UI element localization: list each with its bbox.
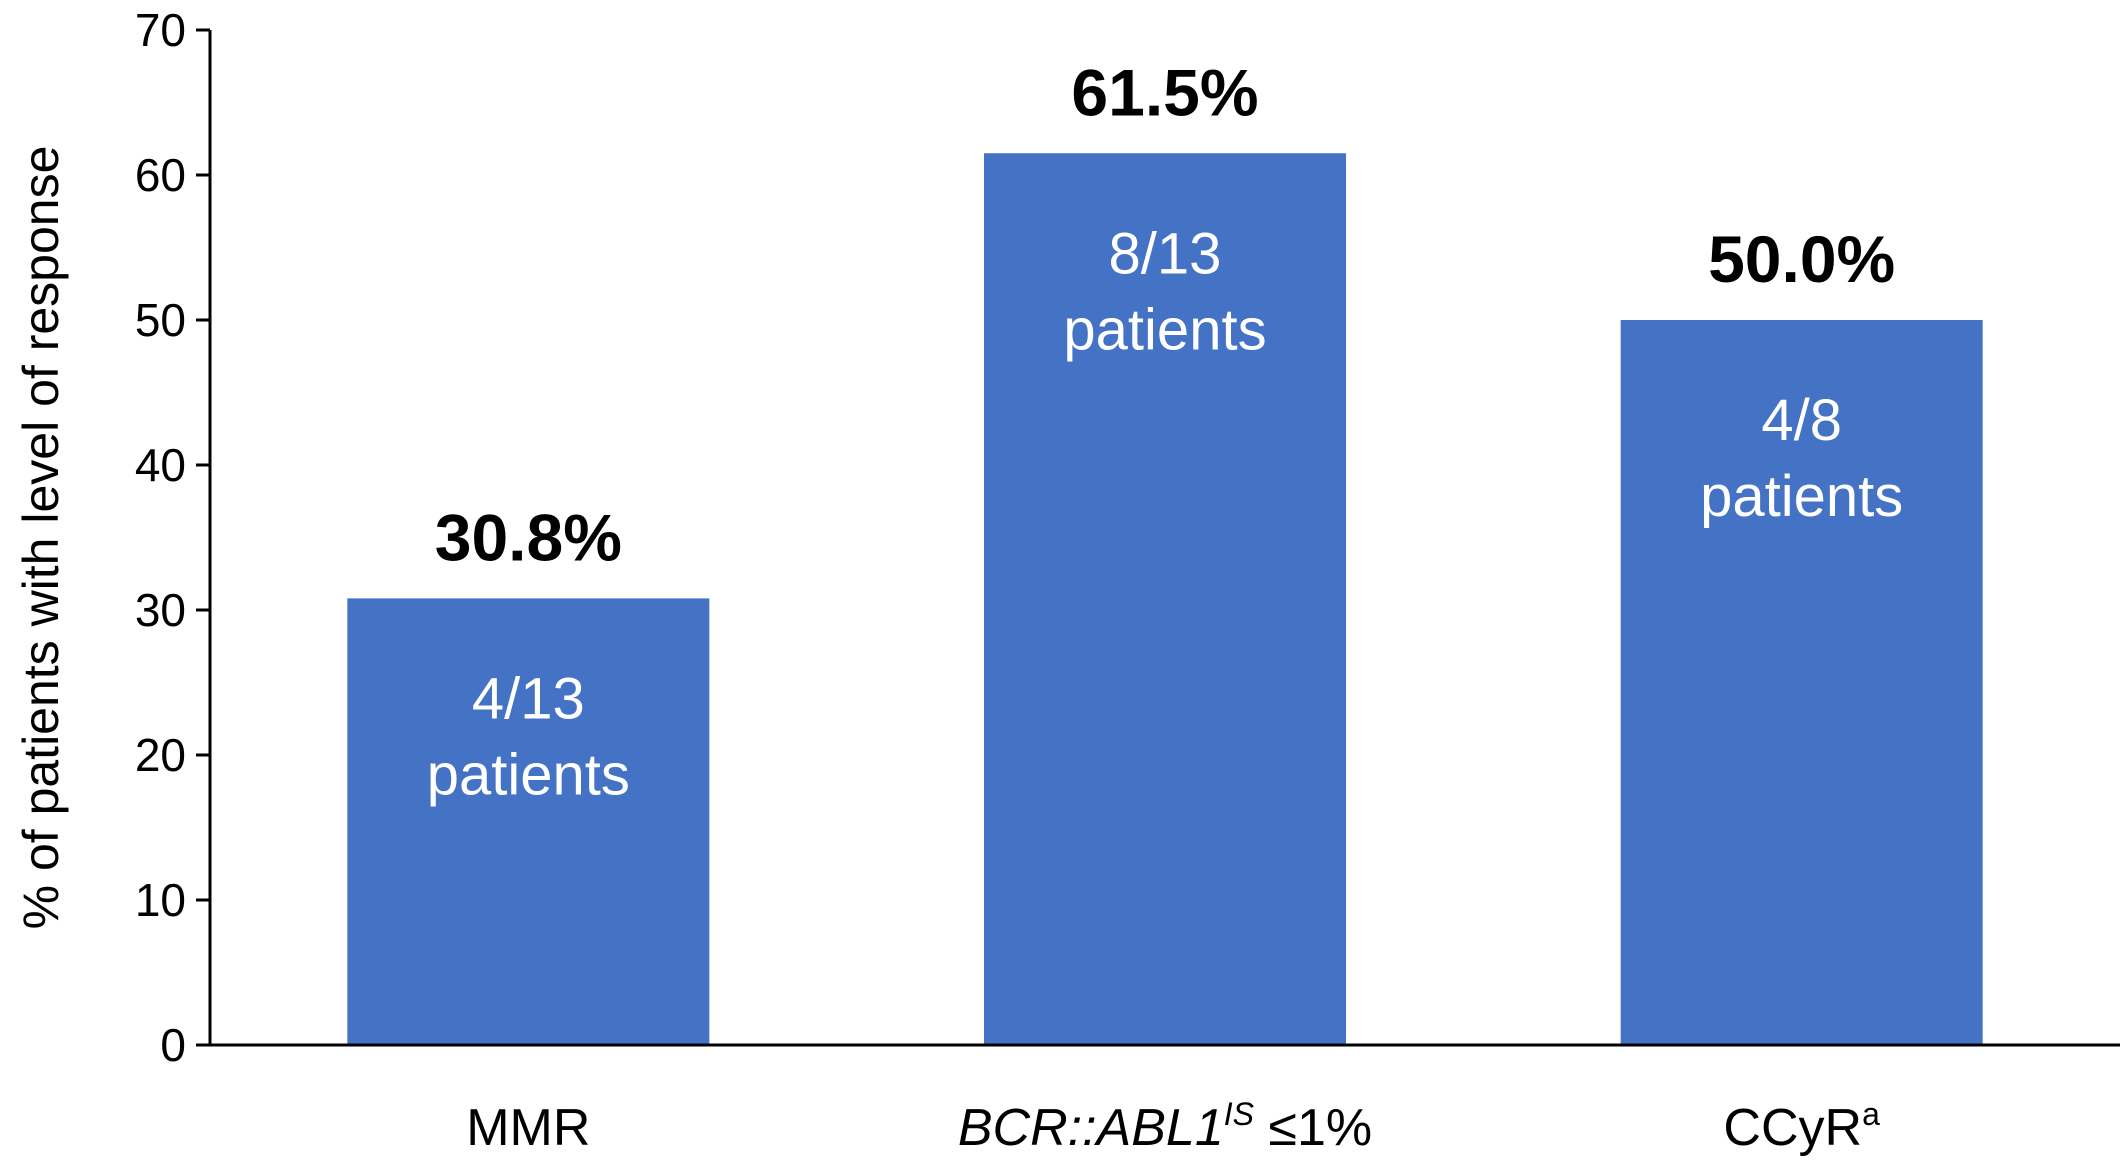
y-tick-label: 10	[135, 874, 186, 926]
bars: 30.8% 4/13 patients 61.5% 8/13 patients 50.0% 4…	[347, 55, 1983, 1045]
x-tick-label: BCR::ABL1IS ≤1%	[958, 1096, 1372, 1157]
y-axis-title: % of patients with level of response	[13, 146, 69, 930]
y-tick-label: 50	[135, 294, 186, 346]
bar-inner-label: patients	[1063, 297, 1266, 362]
y-axis: 0 10 20 30 40 50 60 70	[135, 4, 212, 1071]
x-tick-label: MMR	[466, 1099, 590, 1157]
data-label: 61.5%	[1071, 55, 1258, 129]
y-tick-label: 70	[135, 4, 186, 56]
bar-inner-label: 4/8	[1761, 388, 1842, 453]
data-label: 30.8%	[435, 500, 622, 574]
bar-inner-label: patients	[427, 742, 630, 807]
data-label: 50.0%	[1708, 222, 1895, 296]
bar	[984, 153, 1346, 1045]
y-tick-label: 40	[135, 439, 186, 491]
y-tick-label: 30	[135, 584, 186, 636]
y-tick-label: 0	[160, 1019, 186, 1071]
y-tick-label: 60	[135, 149, 186, 201]
bar-inner-label: patients	[1700, 464, 1903, 529]
bar-inner-label: 4/13	[472, 666, 585, 731]
bar	[1620, 320, 1983, 1045]
x-axis: MMR BCR::ABL1IS ≤1% CCyRa	[210, 1043, 2120, 1157]
x-tick-label: CCyRa	[1723, 1096, 1880, 1157]
bar-inner-label: 8/13	[1109, 221, 1222, 286]
y-tick-label: 20	[135, 729, 186, 781]
bar	[347, 598, 710, 1045]
